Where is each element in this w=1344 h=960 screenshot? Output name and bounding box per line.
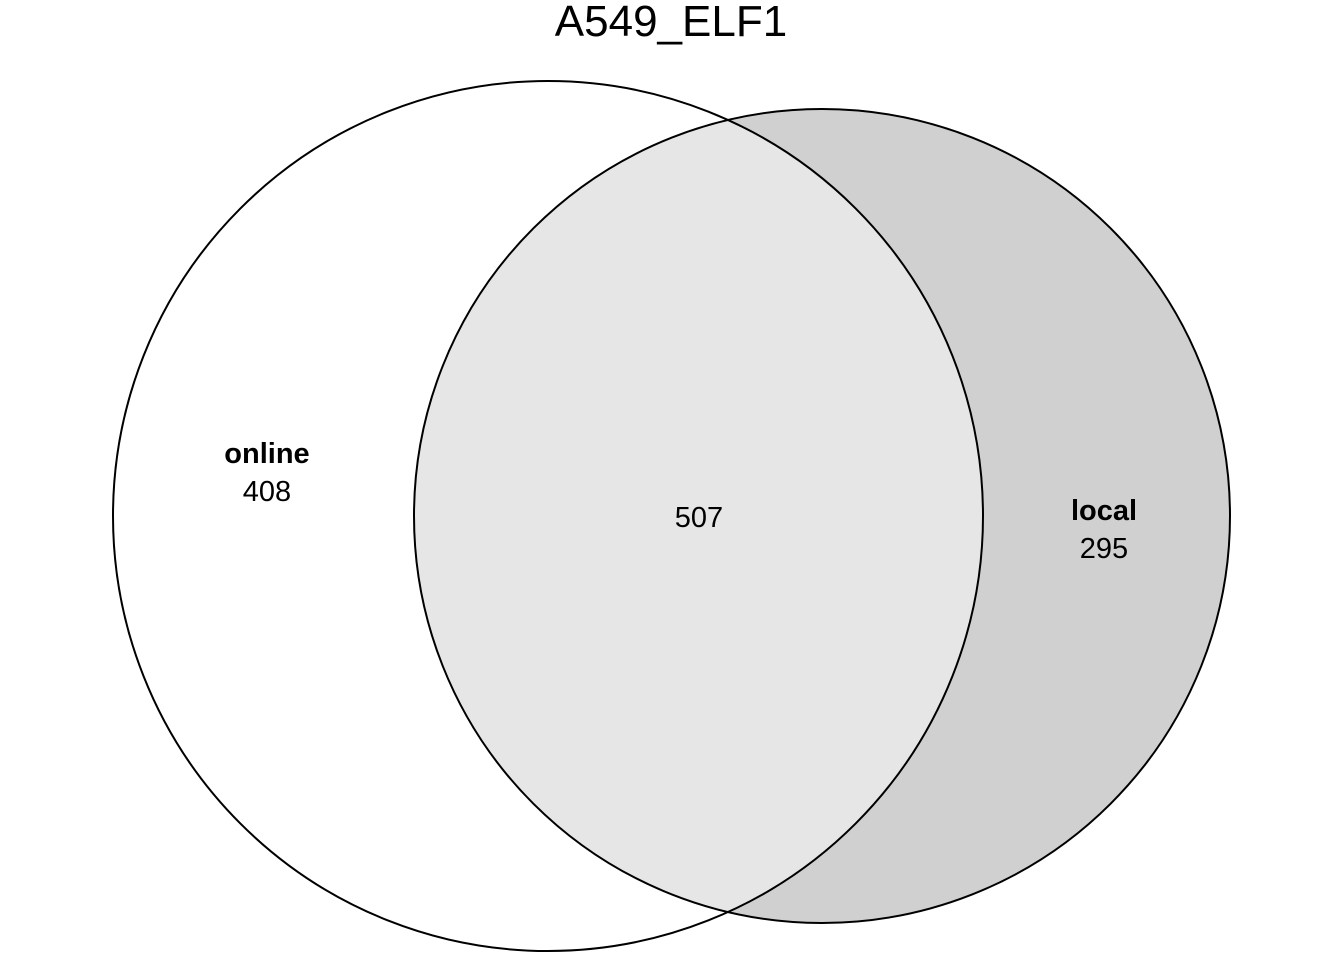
set-circle-online <box>112 80 984 952</box>
intersection-region <box>414 109 983 923</box>
count-online-only: 408 <box>243 476 291 508</box>
count-intersection: 507 <box>675 502 723 534</box>
diagram-title: A549_ELF1 <box>555 0 787 46</box>
set-label-local: local <box>1071 495 1137 527</box>
count-local-only: 295 <box>1080 533 1128 565</box>
set-circle-local-outline <box>413 108 1231 924</box>
set-label-online: online <box>224 438 309 470</box>
